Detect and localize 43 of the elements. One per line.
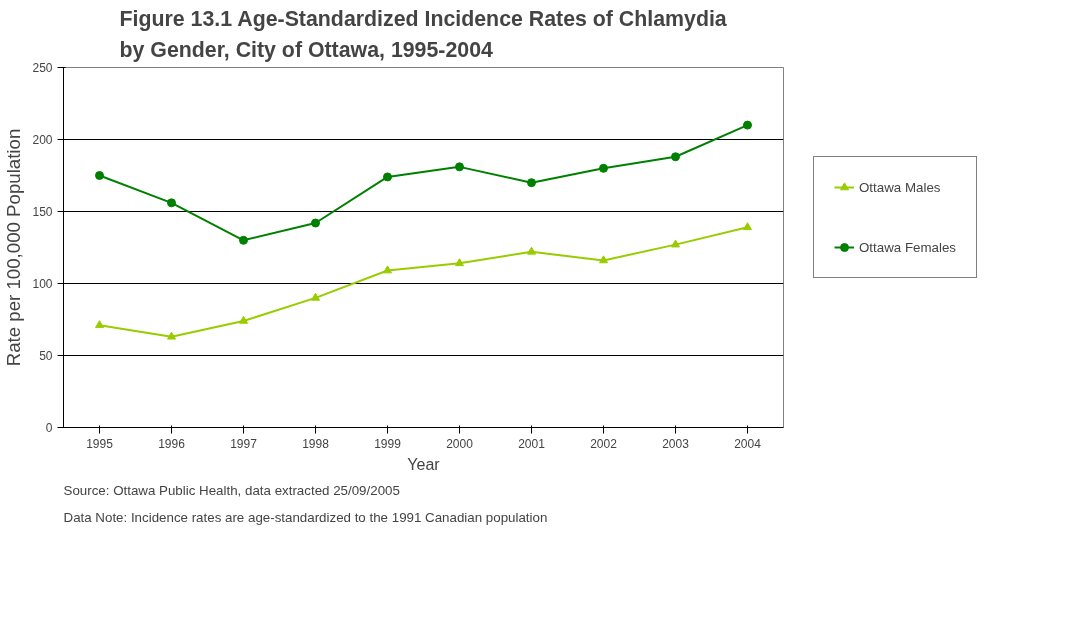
point [383, 265, 392, 274]
point [527, 178, 536, 188]
point [527, 246, 536, 255]
x-tick-label: 2003 [662, 436, 690, 451]
x-tick-label: 1998 [302, 436, 330, 451]
point [95, 320, 104, 329]
point [311, 218, 320, 228]
point [167, 331, 176, 340]
chart-title: Figure 13.1 Age-Standardized Incidence Rates of Chlamydia by Gender, City of Ottawa, 1995-2004 [119, 7, 727, 63]
x-tick-label: 1999 [374, 436, 402, 451]
y-tick-label: 50 [39, 349, 53, 363]
x-tick-label: 2002 [590, 436, 618, 451]
legend-label: Ottawa Females [859, 239, 957, 255]
source-note: Source: Ottawa Public Health, data extracted 25/09/2005 [63, 482, 400, 498]
legend-label: Ottawa Males [859, 179, 941, 195]
point [599, 163, 608, 173]
point [455, 162, 464, 172]
text: Data Note: Incidence rates are age-standardized to the 1991 Canadian population [63, 509, 548, 525]
point [383, 172, 392, 182]
x-tick-label: 1995 [86, 436, 114, 451]
y-tick-label: 200 [32, 133, 53, 147]
x-tick-label: 2001 [518, 436, 546, 451]
y-tick-label: 100 [32, 277, 53, 291]
x-tick-label: 2004 [734, 436, 762, 451]
point [95, 171, 104, 180]
x-tick-label: 2000 [446, 436, 474, 451]
point [743, 222, 752, 231]
point [743, 120, 752, 130]
point [167, 198, 176, 208]
y-tick-label: 250 [32, 61, 53, 75]
x-tick-label: 1996 [158, 436, 186, 451]
point [455, 258, 464, 267]
point [239, 235, 248, 245]
point [239, 315, 248, 324]
x-tick-label: 1997 [230, 436, 258, 451]
y-tick-label: 150 [32, 205, 53, 219]
point [671, 239, 680, 248]
point [599, 255, 608, 264]
x-axis-title: Year [407, 455, 441, 473]
point [311, 292, 320, 301]
y-tick-label: 0 [45, 421, 53, 435]
point [671, 152, 680, 162]
y-axis-title: Rate per 100,000 Population [3, 128, 25, 367]
